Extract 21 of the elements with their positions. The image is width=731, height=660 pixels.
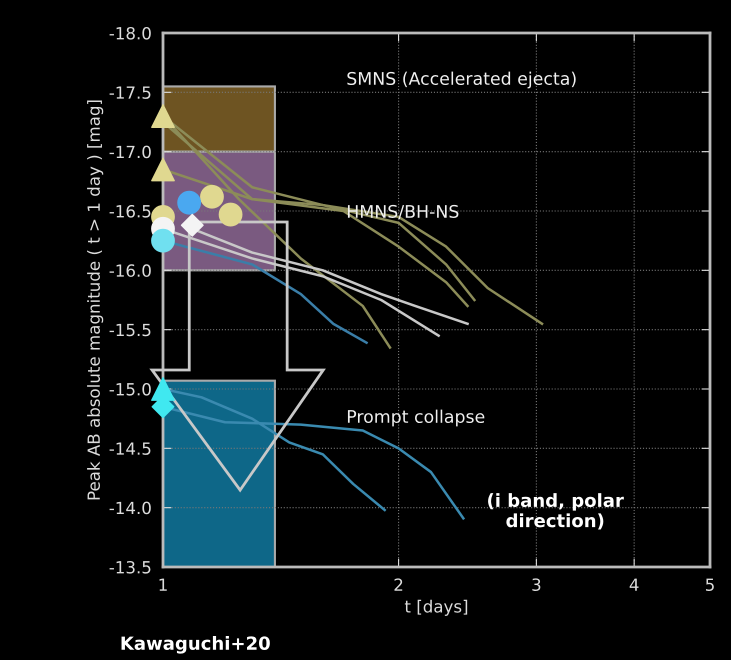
annotation: Prompt collapse bbox=[348, 410, 484, 426]
y-tick-label: -17.5 bbox=[110, 86, 150, 99]
y-tick-label: -14.5 bbox=[110, 442, 150, 455]
y-tick-label: -16.0 bbox=[110, 264, 151, 277]
text: Kawaguchi+20 bbox=[122, 636, 270, 654]
y-tick-label: -17.0 bbox=[110, 146, 151, 158]
x-tick-label: 4 bbox=[630, 578, 639, 591]
y-axis-title: Peak AB absolute magnitude ( t > 1 day ) [mag] bbox=[87, 100, 104, 500]
x-tick-label: 1 bbox=[160, 578, 167, 591]
y-tick-label: -15.0 bbox=[110, 382, 151, 396]
x-tick-label: 5 bbox=[706, 578, 714, 592]
x-tick-label: 2 bbox=[394, 578, 402, 591]
annotation: (i band, polar direction) bbox=[488, 493, 624, 530]
y-tick-label: -15.5 bbox=[110, 324, 150, 336]
y-tick-label: -14.0 bbox=[110, 502, 151, 514]
x-tick-label: 3 bbox=[532, 578, 540, 592]
annotation: SMNS (Accelerated ejecta) bbox=[347, 72, 576, 88]
y-tick-label: -16.5 bbox=[110, 204, 150, 218]
y-tick-label: -18.0 bbox=[110, 26, 151, 40]
y-tick-label: -13.5 bbox=[110, 560, 150, 574]
x-axis-title: t [days] bbox=[404, 600, 468, 616]
